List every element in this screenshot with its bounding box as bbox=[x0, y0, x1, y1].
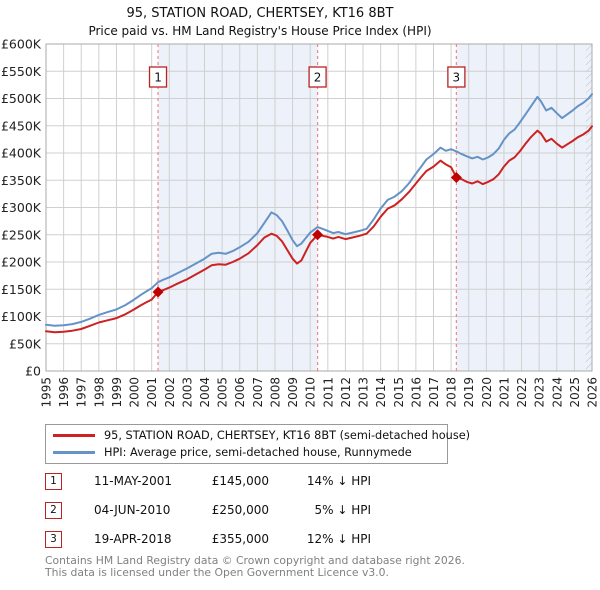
legend: 95, STATION ROAD, CHERTSEY, KT16 8BT (se… bbox=[45, 424, 470, 464]
x-tick-label: 2023 bbox=[533, 377, 547, 408]
x-tick-label: 2018 bbox=[445, 377, 459, 408]
sale-marker-3 bbox=[450, 172, 462, 184]
x-tick-label: 2020 bbox=[480, 377, 494, 408]
sale-row: 1 11-MAY-2001 £145,000 14% ↓ HPI bbox=[45, 470, 371, 492]
hpi-line bbox=[45, 93, 593, 327]
sale-annotations: 1 11-MAY-2001 £145,000 14% ↓ HPI 2 04-JU… bbox=[45, 470, 371, 557]
y-tick-label: £500K bbox=[1, 91, 42, 106]
x-tick-label: 2016 bbox=[409, 377, 423, 408]
sale-hpi-diff: 5% ↓ HPI bbox=[314, 503, 371, 517]
x-tick-label: 2008 bbox=[268, 377, 282, 408]
x-tick-label: 2009 bbox=[286, 377, 300, 408]
y-tick-label: £150K bbox=[1, 282, 42, 297]
page-title: 95, STATION ROAD, CHERTSEY, KT16 8BT bbox=[126, 6, 394, 21]
sale-row: 2 04-JUN-2010 £250,000 5% ↓ HPI bbox=[45, 499, 371, 521]
x-tick-label: 2001 bbox=[145, 377, 159, 408]
x-tick-label: 2013 bbox=[357, 377, 371, 408]
y-tick-label: £100K bbox=[1, 309, 42, 324]
sale-number-label: 1 bbox=[154, 71, 162, 85]
sale-number-label: 2 bbox=[314, 71, 322, 85]
page-subtitle: Price paid vs. HM Land Registry's House … bbox=[88, 24, 432, 38]
sale-hpi-diff: 14% ↓ HPI bbox=[306, 474, 371, 488]
legend-label-property: 95, STATION ROAD, CHERTSEY, KT16 8BT (se… bbox=[104, 429, 471, 442]
footer-line-2: This data is licensed under the Open Gov… bbox=[45, 565, 389, 579]
y-tick-label: £450K bbox=[1, 118, 42, 133]
x-tick-label: 2006 bbox=[233, 377, 247, 408]
x-tick-label: 1996 bbox=[57, 377, 71, 408]
y-tick-label: £550K bbox=[1, 64, 42, 79]
x-tick-label: 1999 bbox=[110, 377, 124, 408]
y-tick-label: £300K bbox=[1, 200, 42, 215]
price-chart: 1 2 3 £0 £50K £100K £150K £200K £250K £300K £350K £… bbox=[1, 37, 600, 408]
sale-number-box: 2 bbox=[45, 501, 62, 519]
x-tick-label: 2024 bbox=[550, 377, 564, 408]
x-tick-label: 2005 bbox=[216, 377, 230, 408]
x-tick-label: 2002 bbox=[163, 377, 177, 408]
legend-row-property: 95, STATION ROAD, CHERTSEY, KT16 8BT (se… bbox=[46, 429, 470, 443]
x-tick-label: 2021 bbox=[497, 377, 511, 408]
sale-number-label: 3 bbox=[453, 71, 461, 85]
y-tick-label: £200K bbox=[1, 255, 42, 270]
x-tick-label: 2019 bbox=[462, 377, 476, 408]
sale-marker-1 bbox=[152, 286, 164, 298]
plot-border bbox=[45, 43, 593, 372]
x-tick-label: 2017 bbox=[427, 377, 441, 408]
x-tick-label: 2003 bbox=[180, 377, 194, 408]
x-tick-label: 1997 bbox=[75, 377, 89, 408]
y-tick-label: £0 bbox=[25, 364, 41, 379]
property-line-swatch bbox=[53, 434, 95, 437]
y-tick-label: £350K bbox=[1, 173, 42, 188]
x-tick-label: 2004 bbox=[198, 377, 212, 408]
sale-number-box: 1 bbox=[45, 472, 62, 490]
x-tick-label: 2011 bbox=[321, 377, 335, 408]
sale-date: 04-JUN-2010 bbox=[94, 503, 171, 517]
sale-price: £355,000 bbox=[211, 532, 269, 546]
x-tick-label: 1998 bbox=[92, 377, 106, 408]
sale-price: £145,000 bbox=[211, 474, 269, 488]
x-tick-label: 2015 bbox=[392, 377, 406, 408]
legend-row-hpi: HPI: Average price, semi-detached house,… bbox=[46, 446, 447, 460]
y-tick-label: £50K bbox=[9, 336, 42, 351]
x-tick-label: 2014 bbox=[374, 377, 388, 408]
x-tick-label: 2000 bbox=[128, 377, 142, 408]
sale-date: 19-APR-2018 bbox=[94, 532, 172, 546]
x-tick-label: 2010 bbox=[304, 377, 318, 408]
y-tick-label: £250K bbox=[1, 227, 42, 242]
sale-row: 3 19-APR-2018 £355,000 12% ↓ HPI bbox=[45, 528, 371, 550]
hpi-line-swatch bbox=[53, 451, 95, 454]
legend-label-hpi: HPI: Average price, semi-detached house,… bbox=[104, 446, 412, 459]
x-tick-label: 2012 bbox=[339, 377, 353, 408]
x-tick-label: 2026 bbox=[586, 377, 600, 408]
x-tick-label: 2007 bbox=[251, 377, 265, 408]
sale-price: £250,000 bbox=[211, 503, 269, 517]
sale-marker-2 bbox=[312, 229, 324, 241]
license-footer: Contains HM Land Registry data © Crown c… bbox=[45, 555, 465, 578]
sale-number-box-3 bbox=[447, 66, 466, 88]
y-tick-label: £400K bbox=[1, 146, 42, 161]
x-tick-label: 2025 bbox=[568, 377, 582, 408]
sale-number-box-1 bbox=[148, 66, 168, 88]
sale-hpi-diff: 12% ↓ HPI bbox=[306, 532, 371, 546]
sale-date: 11-MAY-2001 bbox=[94, 474, 173, 488]
sale-number-box: 3 bbox=[45, 530, 62, 548]
y-tick-label: £600K bbox=[1, 37, 42, 52]
x-tick-label: 1995 bbox=[40, 377, 54, 408]
sale-number-box-2 bbox=[308, 66, 327, 88]
x-tick-label: 2022 bbox=[515, 377, 529, 408]
footer-line-1: Contains HM Land Registry data © Crown c… bbox=[45, 554, 465, 567]
